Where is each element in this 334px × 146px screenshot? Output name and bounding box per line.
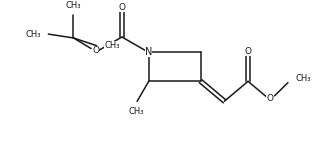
Text: O: O — [119, 3, 126, 12]
Text: CH₃: CH₃ — [66, 1, 81, 10]
Text: CH₃: CH₃ — [296, 74, 311, 83]
Text: CH₃: CH₃ — [25, 30, 41, 39]
Text: CH₃: CH₃ — [128, 107, 144, 116]
Text: CH₃: CH₃ — [104, 41, 120, 50]
Text: O: O — [244, 47, 252, 56]
Text: O: O — [93, 46, 100, 55]
Text: O: O — [266, 94, 273, 103]
Text: N: N — [145, 47, 152, 57]
